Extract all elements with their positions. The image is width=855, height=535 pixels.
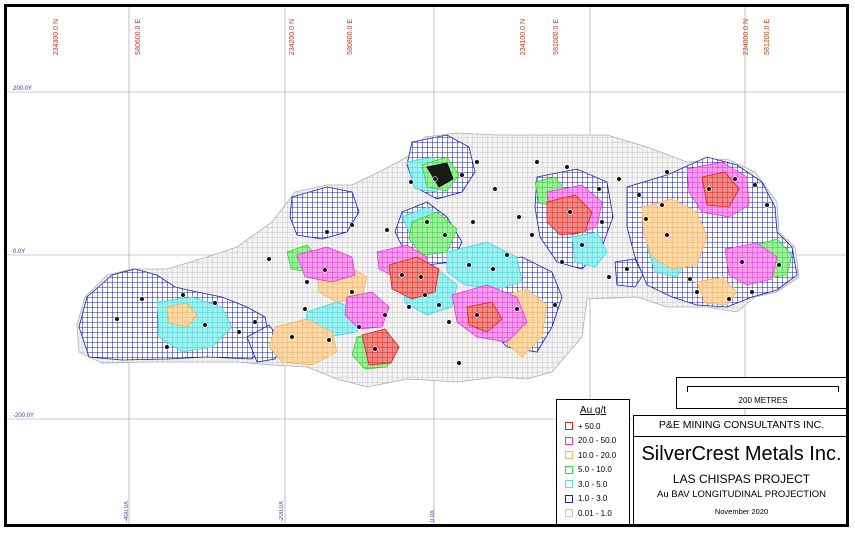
legend-swatch — [565, 480, 573, 489]
legend-label: 10.0 - 20.0 — [578, 450, 617, 460]
longitudinal-projection-map — [7, 7, 846, 524]
grade-above-50-zones — [361, 162, 740, 366]
legend-swatch — [565, 509, 573, 518]
project-name: LAS CHISPAS PROJECT — [672, 472, 811, 486]
legend-item: 10.0 - 20.0 — [557, 448, 629, 463]
legend-item: 3.0 - 5.0 — [557, 477, 629, 492]
grid-label: 234100.0 N — [520, 19, 527, 56]
grid-label: 234000.0 N — [743, 19, 750, 56]
grade-10-20-zones — [166, 198, 738, 366]
legend-item: 0.01 - 1.0 — [557, 506, 629, 521]
legend-swatch — [565, 451, 573, 460]
section-label: 0.0X — [430, 509, 436, 522]
legend-item: 20.0 - 50.0 — [557, 434, 629, 449]
company-name: SilverCrest Metals Inc. — [641, 443, 842, 465]
grade-legend: Au g/t + 50.0 20.0 - 50.0 10.0 - 20.0 5.0 -… — [556, 399, 630, 524]
scale-label: 200 METRES — [738, 396, 788, 405]
grid-label: 234300.0 N — [53, 19, 60, 56]
legend-swatch — [565, 422, 573, 431]
grid-label: 234200.0 N — [289, 19, 296, 56]
elevation-label: -200.0Y — [13, 413, 35, 419]
grid-label: 581200.0 E — [764, 19, 771, 55]
legend-label: 1.0 - 3.0 — [578, 494, 608, 504]
scale-bar — [687, 386, 839, 392]
legend-label: 0.01 - 1.0 — [578, 508, 612, 518]
legend-item: 1.0 - 3.0 — [557, 492, 629, 507]
elevation-label: 200.0Y — [13, 86, 33, 92]
legend-label: 20.0 - 50.0 — [578, 436, 617, 446]
legend-swatch — [565, 436, 573, 445]
title-block: P&E MINING CONSULTANTS INC. SilverCrest … — [633, 415, 846, 524]
grid-label: 580600.0 E — [135, 19, 142, 55]
grid-label: 580800.0 E — [347, 19, 354, 55]
projection-title: Au BAV LONGITUDINAL PROJECTION — [657, 489, 826, 500]
legend-label: + 50.0 — [578, 421, 601, 431]
legend-swatch — [565, 494, 573, 503]
legend-title: Au g/t — [579, 405, 607, 416]
legend-swatch — [565, 465, 573, 474]
legend-item: 5.0 - 10.0 — [557, 463, 629, 478]
consultant-name: P&E MINING CONSULTANTS INC. — [634, 416, 846, 437]
map-frame: 234300.0 N 580600.0 E 234200.0 N 580800.… — [4, 4, 849, 527]
legend-label: 3.0 - 5.0 — [578, 479, 608, 489]
scale-bar-box: 200 METRES — [676, 377, 846, 409]
legend-label: 5.0 - 10.0 — [578, 465, 612, 475]
section-label: -200.0X — [279, 500, 285, 522]
figure-date: November 2020 — [714, 507, 769, 516]
drill-hole-pierce-points — [114, 159, 782, 366]
legend-item: + 50.0 — [557, 419, 629, 434]
elevation-label: 0.0Y — [13, 249, 26, 255]
legend-rows: + 50.0 20.0 - 50.0 10.0 - 20.0 5.0 - 10.0 3.… — [557, 419, 629, 521]
grid-label: 581000.0 E — [553, 19, 560, 55]
section-label: -400.0X — [124, 500, 130, 522]
